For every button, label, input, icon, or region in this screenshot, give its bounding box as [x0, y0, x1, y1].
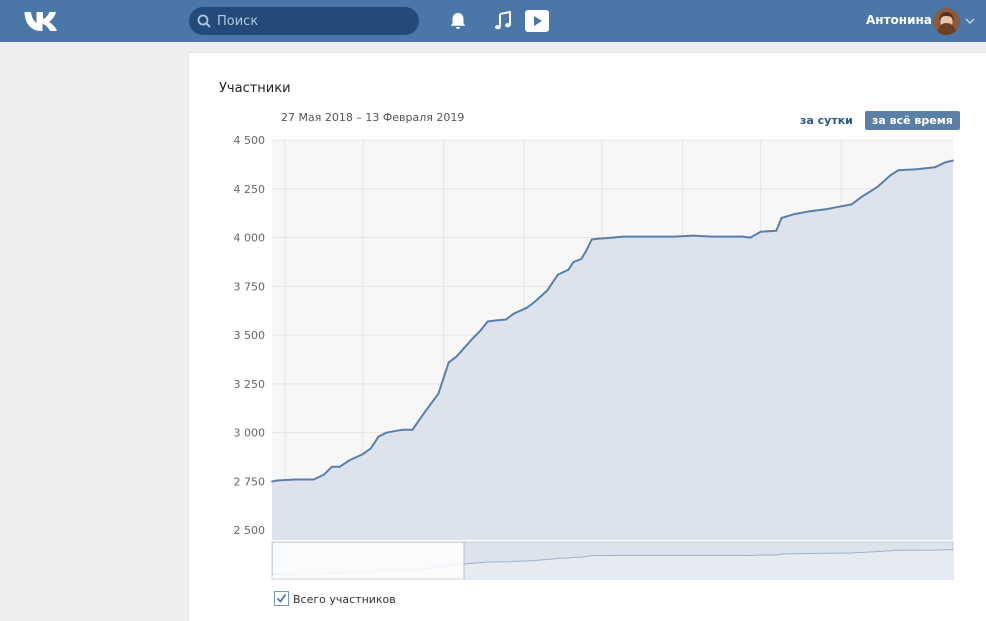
series-point [759, 230, 762, 233]
series-point [505, 318, 507, 321]
series-point [655, 235, 658, 238]
y-tick-label: 4 250 [234, 183, 266, 196]
series-point [590, 238, 593, 241]
series-point [793, 213, 796, 216]
series-point [723, 235, 726, 238]
series-point [385, 431, 388, 434]
series-point [486, 320, 489, 323]
series-point [824, 208, 827, 211]
series-point [424, 410, 427, 413]
video-icon[interactable] [525, 10, 549, 32]
series-point [850, 203, 853, 206]
all-time-button[interactable]: за всё время [865, 111, 960, 130]
series-point [840, 205, 843, 208]
checkbox-checked-icon[interactable] [274, 591, 289, 606]
series-point [349, 459, 351, 461]
series-point [889, 174, 892, 177]
y-tick-label: 3 750 [234, 280, 266, 293]
series-point [294, 478, 297, 481]
chevron-down-icon[interactable] [965, 17, 975, 25]
series-point [362, 453, 364, 455]
series-point [674, 235, 676, 238]
series-point [411, 428, 414, 431]
series-point [271, 480, 273, 483]
y-tick-label: 3 250 [234, 378, 266, 391]
series-point [637, 235, 640, 238]
series-point [479, 330, 481, 333]
y-tick-label: 4 000 [234, 232, 266, 245]
series-point [809, 210, 811, 213]
legend-label: Всего участников [293, 593, 396, 606]
series-point [471, 338, 473, 340]
series-point [601, 237, 603, 240]
y-tick-label: 4 500 [234, 134, 266, 147]
music-icon[interactable] [493, 11, 513, 31]
series-point [323, 473, 325, 476]
series-point [622, 235, 624, 238]
series-point [944, 161, 947, 164]
navigator-mask [273, 543, 464, 578]
series-point [749, 236, 752, 239]
series-point [611, 236, 614, 239]
search-box[interactable] [189, 7, 419, 35]
series-point [710, 235, 713, 238]
series-point [557, 273, 559, 276]
series-point [390, 430, 393, 433]
series-point [692, 234, 694, 237]
series-point [598, 237, 601, 240]
series-point [876, 185, 879, 188]
avatar[interactable] [933, 8, 960, 35]
series-point [369, 447, 372, 450]
chart-title: Участники [219, 81, 291, 96]
series-point [512, 312, 515, 315]
y-tick-label: 2 750 [234, 475, 266, 488]
series-point [933, 166, 936, 169]
series-point [585, 249, 588, 252]
series-point [437, 392, 440, 395]
series-area [272, 160, 953, 540]
date-range: 27 Мая 2018 – 13 Февраля 2019 [281, 111, 465, 124]
series-point [401, 428, 403, 431]
bell-icon[interactable] [448, 11, 468, 31]
series-point [775, 229, 778, 232]
y-tick-label: 3 500 [234, 329, 266, 342]
series-point [447, 361, 450, 364]
vk-logo-icon[interactable] [22, 9, 60, 33]
y-tick-label: 2 500 [234, 524, 266, 537]
series-point [525, 306, 528, 309]
series-point [546, 289, 549, 292]
series-point [466, 344, 468, 346]
user-name[interactable]: Антонина [866, 13, 932, 27]
per-day-button[interactable]: за сутки [800, 114, 853, 127]
series-point [952, 159, 954, 162]
series-point [494, 319, 497, 322]
series-point [338, 465, 341, 468]
series-point [330, 465, 333, 468]
search-input[interactable] [217, 7, 412, 35]
series-point [741, 235, 744, 238]
series-point [915, 168, 918, 171]
series-point [312, 478, 315, 481]
series-point [377, 435, 380, 438]
series-point [567, 268, 570, 271]
top-bar: Антонина [0, 0, 986, 42]
legend-item[interactable]: Всего участников [274, 591, 396, 606]
series-point [455, 355, 458, 358]
series-point [276, 479, 279, 482]
series-point [897, 169, 900, 172]
series-point [533, 301, 536, 303]
series-point [580, 258, 583, 260]
series-point [780, 217, 783, 219]
y-tick-label: 3 000 [234, 427, 266, 440]
series-point [572, 261, 575, 263]
series-point [861, 195, 863, 198]
search-icon [197, 14, 211, 28]
